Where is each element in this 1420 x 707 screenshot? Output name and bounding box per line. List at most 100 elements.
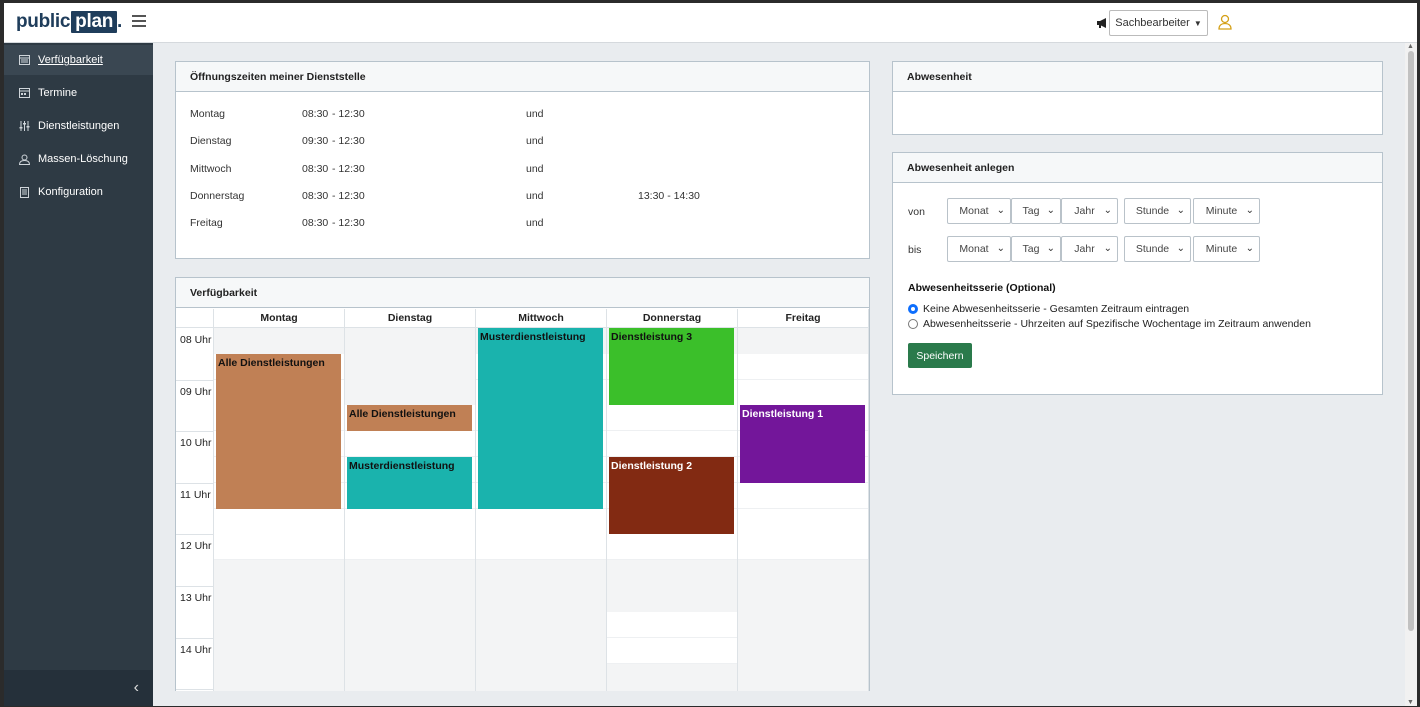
file-icon (18, 186, 30, 198)
to-hour-select[interactable]: Stunde ⌄ (1124, 236, 1191, 262)
availability-event[interactable]: Dienstleistung 1 (740, 405, 865, 483)
scroll-down-icon[interactable]: ▼ (1407, 699, 1414, 706)
opening-hours-second: 13:30 - 14:30 (638, 189, 700, 202)
from-month-select[interactable]: Monat ⌄ (947, 198, 1011, 224)
series-none-label[interactable]: Keine Abwesenheitsserie - Gesamten Zeitr… (923, 303, 1190, 315)
sidebar-item-massen-loeschung[interactable]: Massen-Löschung (4, 144, 153, 174)
save-button[interactable]: Speichern (908, 343, 972, 368)
sidebar-item-konfiguration[interactable]: Konfiguration (4, 177, 153, 207)
to-month-value: Monat (959, 243, 989, 255)
hour-label: 09 Uhr (180, 385, 212, 398)
time-slot[interactable] (476, 508, 606, 535)
chevron-down-icon: ⌄ (996, 205, 1005, 216)
time-slot[interactable] (738, 482, 868, 509)
to-year-value: Jahr (1074, 243, 1095, 255)
create-absence-title: Abwesenheit anlegen (893, 153, 1382, 183)
sidebar-item-label: Termine (38, 87, 78, 99)
opening-hours-card: Öffnungszeiten meiner Dienststelle Monta… (175, 61, 870, 259)
time-slot[interactable] (214, 508, 344, 535)
availability-event[interactable]: Dienstleistung 3 (609, 328, 734, 406)
logo-dot: . (117, 11, 122, 32)
opening-hours-day: Montag (190, 108, 226, 120)
chevron-down-icon: ⌄ (1245, 243, 1254, 254)
hour-label: 12 Uhr (180, 540, 212, 553)
hour-divider (176, 431, 214, 433)
opening-hours-from1: 08:30 (302, 162, 329, 175)
chevron-down-icon: ⌄ (1245, 205, 1254, 216)
scroll-up-icon[interactable]: ▲ (1407, 43, 1414, 50)
chevron-down-icon: ⌄ (1176, 205, 1185, 216)
availability-event[interactable]: Alle Dienstleistungen (216, 353, 341, 509)
availability-title: Verfügbarkeit (176, 278, 869, 308)
app-window: public plan. Sachbearbeiter ▼ Verfügbarkei… (4, 3, 1417, 706)
opening-hours-from1: 08:30 (302, 217, 329, 230)
to-minute-select[interactable]: Minute ⌄ (1193, 236, 1260, 262)
time-slot[interactable] (214, 534, 344, 561)
create-absence-card: Abwesenheit anlegen von Monat ⌄ Tag ⌄ Jahr… (892, 152, 1383, 395)
time-slot[interactable] (345, 534, 475, 561)
role-dropdown[interactable]: Sachbearbeiter ▼ (1109, 10, 1208, 36)
to-hour-value: Stunde (1135, 243, 1170, 255)
sliders-icon (18, 120, 30, 132)
hour-divider (176, 586, 214, 587)
hour-divider (176, 689, 214, 691)
from-year-select[interactable]: Jahr ⌄ (1061, 198, 1118, 224)
time-slot[interactable] (607, 405, 737, 432)
time-slot[interactable] (607, 534, 737, 561)
series-weekdays-radio[interactable] (908, 319, 918, 329)
time-slot[interactable] (607, 611, 737, 638)
calendar-week-icon (18, 54, 30, 66)
logo-public: public (16, 11, 71, 32)
series-none-radio[interactable] (908, 304, 918, 314)
availability-event[interactable]: Dienstleistung 2 (609, 457, 734, 535)
day-header: Dienstag (345, 309, 476, 328)
to-day-select[interactable]: Tag ⌄ (1011, 236, 1061, 262)
from-day-select[interactable]: Tag ⌄ (1011, 198, 1061, 224)
absence-title: Abwesenheit (893, 62, 1382, 92)
to-year-select[interactable]: Jahr ⌄ (1061, 236, 1118, 262)
from-hour-select[interactable]: Stunde ⌄ (1124, 198, 1191, 224)
logo-plan: plan (71, 11, 118, 33)
chevron-down-icon: ⌄ (1046, 243, 1055, 254)
from-minute-select[interactable]: Minute ⌄ (1193, 198, 1260, 224)
availability-event[interactable]: Musterdienstleistung (478, 328, 603, 509)
gutter-header (176, 309, 214, 328)
time-slot[interactable] (738, 534, 868, 561)
menu-icon[interactable] (132, 15, 146, 27)
day-header: Donnerstag (607, 309, 738, 328)
collapse-sidebar-button[interactable]: ‹ (4, 670, 153, 706)
opening-hours-to1: - 12:30 (332, 108, 365, 120)
scrollbar-thumb[interactable] (1408, 51, 1414, 631)
hour-divider (176, 534, 214, 536)
chevron-down-icon: ⌄ (996, 243, 1005, 254)
opening-hours-from1: 09:30 (302, 135, 329, 148)
opening-hours-day: Freitag (190, 217, 223, 230)
sidebar-item-termine[interactable]: Termine (4, 78, 153, 108)
time-slot[interactable] (345, 431, 475, 458)
sidebar-item-label: Dienstleistungen (38, 120, 120, 132)
time-slot[interactable] (738, 379, 868, 406)
logo[interactable]: public plan. (16, 11, 122, 33)
opening-hours-title: Öffnungszeiten meiner Dienststelle (176, 62, 869, 92)
opening-hours-to1: - 12:30 (332, 162, 365, 175)
user-icon[interactable] (1218, 14, 1232, 30)
from-hour-value: Stunde (1135, 205, 1170, 217)
megaphone-icon[interactable] (1096, 17, 1109, 32)
chevron-left-icon: ‹ (133, 679, 139, 696)
vertical-scrollbar[interactable]: ▲ ▼ (1405, 43, 1417, 706)
time-slot[interactable] (607, 637, 737, 664)
day-header: Montag (214, 309, 345, 328)
sidebar-item-dienstleistungen[interactable]: Dienstleistungen (4, 111, 153, 141)
time-slot[interactable] (738, 508, 868, 535)
time-slot[interactable] (476, 534, 606, 561)
sidebar-item-verfuegbarkeit[interactable]: Verfügbarkeit (4, 45, 153, 75)
time-slot[interactable] (738, 353, 868, 380)
availability-event[interactable]: Alle Dienstleistungen (347, 405, 472, 432)
series-weekdays-label[interactable]: Abwesenheitsserie - Uhrzeiten auf Spezif… (923, 318, 1311, 330)
time-slot[interactable] (345, 508, 475, 535)
chevron-down-icon: ⌄ (1046, 205, 1055, 216)
availability-event[interactable]: Musterdienstleistung (347, 457, 472, 509)
time-slot[interactable] (607, 431, 737, 458)
hour-divider (176, 482, 214, 484)
to-month-select[interactable]: Monat ⌄ (947, 236, 1011, 262)
